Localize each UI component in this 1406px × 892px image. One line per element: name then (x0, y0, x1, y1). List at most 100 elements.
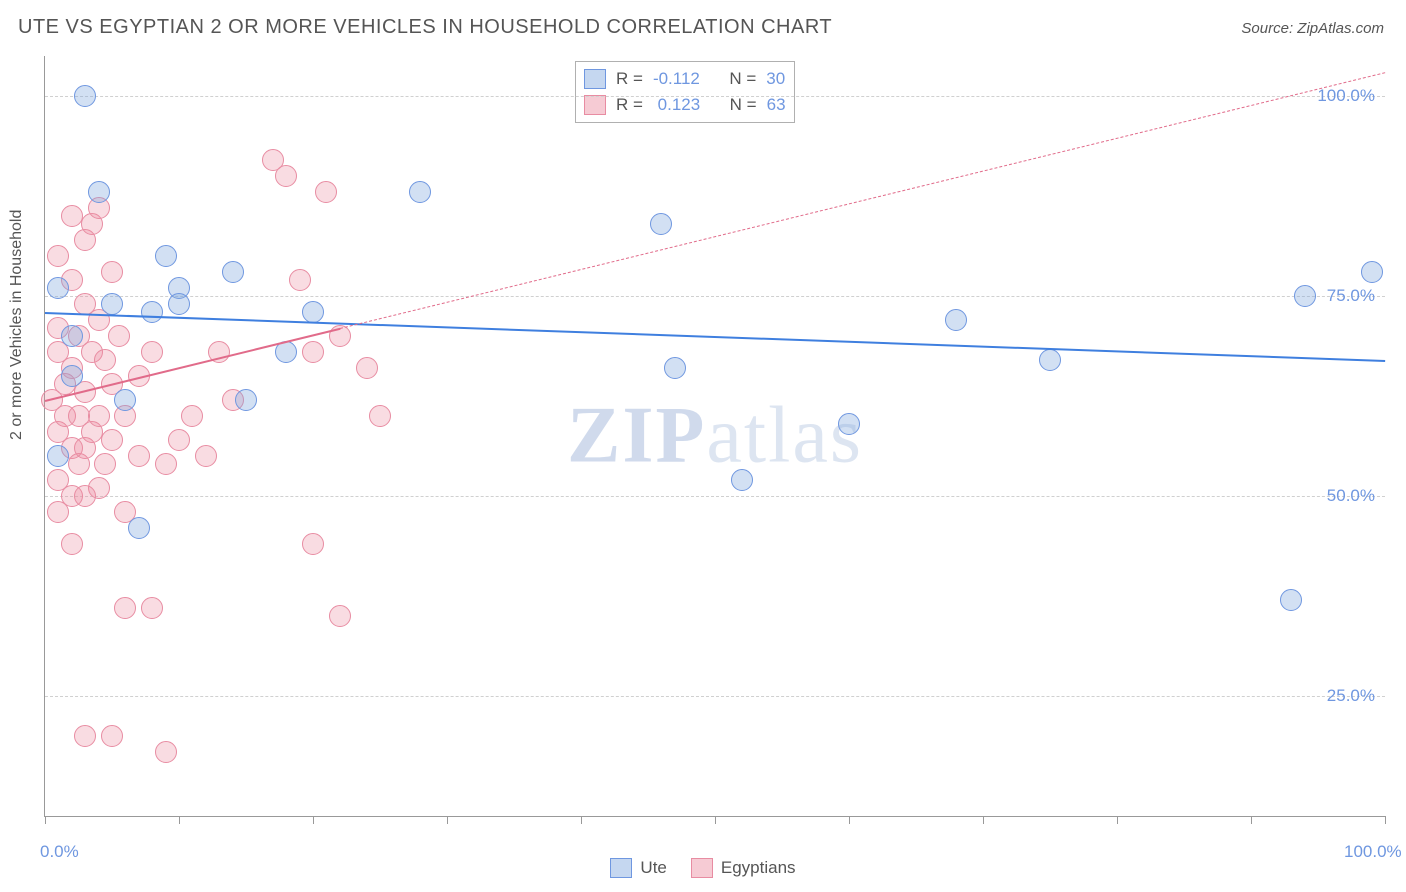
data-point (47, 245, 69, 267)
trend-line (45, 312, 1385, 362)
data-point (222, 261, 244, 283)
data-point (94, 453, 116, 475)
data-point (101, 429, 123, 451)
data-point (235, 389, 257, 411)
x-tick-label: 100.0% (1344, 842, 1402, 862)
legend-item-egy: Egyptians (691, 858, 796, 878)
watermark-atlas: atlas (706, 392, 863, 480)
data-point (664, 357, 686, 379)
gridline (45, 96, 1385, 97)
r-label: R = (616, 69, 643, 89)
x-tick (1385, 816, 1386, 824)
n-label: N = (729, 69, 756, 89)
y-axis-label: 2 or more Vehicles in Household (8, 210, 26, 440)
r-label: R = (616, 95, 643, 115)
data-point (168, 293, 190, 315)
data-point (302, 533, 324, 555)
swatch-egy-icon (691, 858, 713, 878)
stats-legend-box: R = -0.112 N = 30 R = 0.123 N = 63 (575, 61, 795, 123)
swatch-ute-icon (584, 69, 606, 89)
data-point (88, 181, 110, 203)
data-point (88, 477, 110, 499)
data-point (155, 453, 177, 475)
data-point (155, 245, 177, 267)
data-point (101, 261, 123, 283)
n-value-egy: 63 (767, 95, 786, 115)
data-point (88, 405, 110, 427)
data-point (141, 341, 163, 363)
x-tick (849, 816, 850, 824)
source-prefix: Source: (1241, 20, 1297, 37)
data-point (315, 181, 337, 203)
data-point (101, 293, 123, 315)
n-value-ute: 30 (766, 69, 785, 89)
x-tick (45, 816, 46, 824)
legend-label-egy: Egyptians (721, 858, 796, 878)
x-tick (715, 816, 716, 824)
data-point (838, 413, 860, 435)
data-point (409, 181, 431, 203)
data-point (128, 445, 150, 467)
data-point (369, 405, 391, 427)
chart-title: UTE VS EGYPTIAN 2 OR MORE VEHICLES IN HO… (18, 16, 832, 39)
data-point (302, 301, 324, 323)
stats-row-ute: R = -0.112 N = 30 (584, 66, 786, 92)
watermark-zip: ZIP (567, 392, 706, 480)
data-point (61, 325, 83, 347)
y-tick-label: 50.0% (1327, 486, 1375, 506)
x-tick (1117, 816, 1118, 824)
data-point (155, 741, 177, 763)
data-point (181, 405, 203, 427)
data-point (275, 165, 297, 187)
x-tick (179, 816, 180, 824)
y-tick-label: 75.0% (1327, 286, 1375, 306)
data-point (329, 605, 351, 627)
data-point (1280, 589, 1302, 611)
data-point (731, 469, 753, 491)
gridline (45, 296, 1385, 297)
gridline (45, 496, 1385, 497)
data-point (74, 725, 96, 747)
trend-line-dashed (340, 72, 1385, 329)
data-point (289, 269, 311, 291)
data-point (945, 309, 967, 331)
y-tick-label: 100.0% (1317, 86, 1375, 106)
data-point (128, 517, 150, 539)
n-label: N = (730, 95, 757, 115)
data-point (356, 357, 378, 379)
data-point (101, 725, 123, 747)
swatch-egy-icon (584, 95, 606, 115)
data-point (61, 365, 83, 387)
data-point (114, 389, 136, 411)
watermark: ZIPatlas (567, 391, 863, 482)
data-point (47, 277, 69, 299)
data-point (74, 85, 96, 107)
y-tick-label: 25.0% (1327, 686, 1375, 706)
data-point (141, 597, 163, 619)
data-point (302, 341, 324, 363)
data-point (114, 597, 136, 619)
legend-label-ute: Ute (640, 858, 666, 878)
x-tick (983, 816, 984, 824)
data-point (1294, 285, 1316, 307)
data-point (195, 445, 217, 467)
x-tick (313, 816, 314, 824)
r-value-egy: 0.123 (653, 95, 700, 115)
gridline (45, 696, 1385, 697)
data-point (47, 445, 69, 467)
data-point (650, 213, 672, 235)
data-point (168, 429, 190, 451)
bottom-legend: Ute Egyptians (0, 858, 1406, 878)
x-tick (1251, 816, 1252, 824)
r-value-ute: -0.112 (653, 69, 700, 89)
data-point (94, 349, 116, 371)
scatter-chart: ZIPatlas R = -0.112 N = 30 R = 0.123 N =… (44, 56, 1385, 817)
data-point (108, 325, 130, 347)
source-label: Source: ZipAtlas.com (1241, 20, 1384, 37)
source-name: ZipAtlas.com (1297, 20, 1384, 37)
data-point (141, 301, 163, 323)
x-tick (447, 816, 448, 824)
legend-item-ute: Ute (610, 858, 666, 878)
swatch-ute-icon (610, 858, 632, 878)
data-point (61, 533, 83, 555)
